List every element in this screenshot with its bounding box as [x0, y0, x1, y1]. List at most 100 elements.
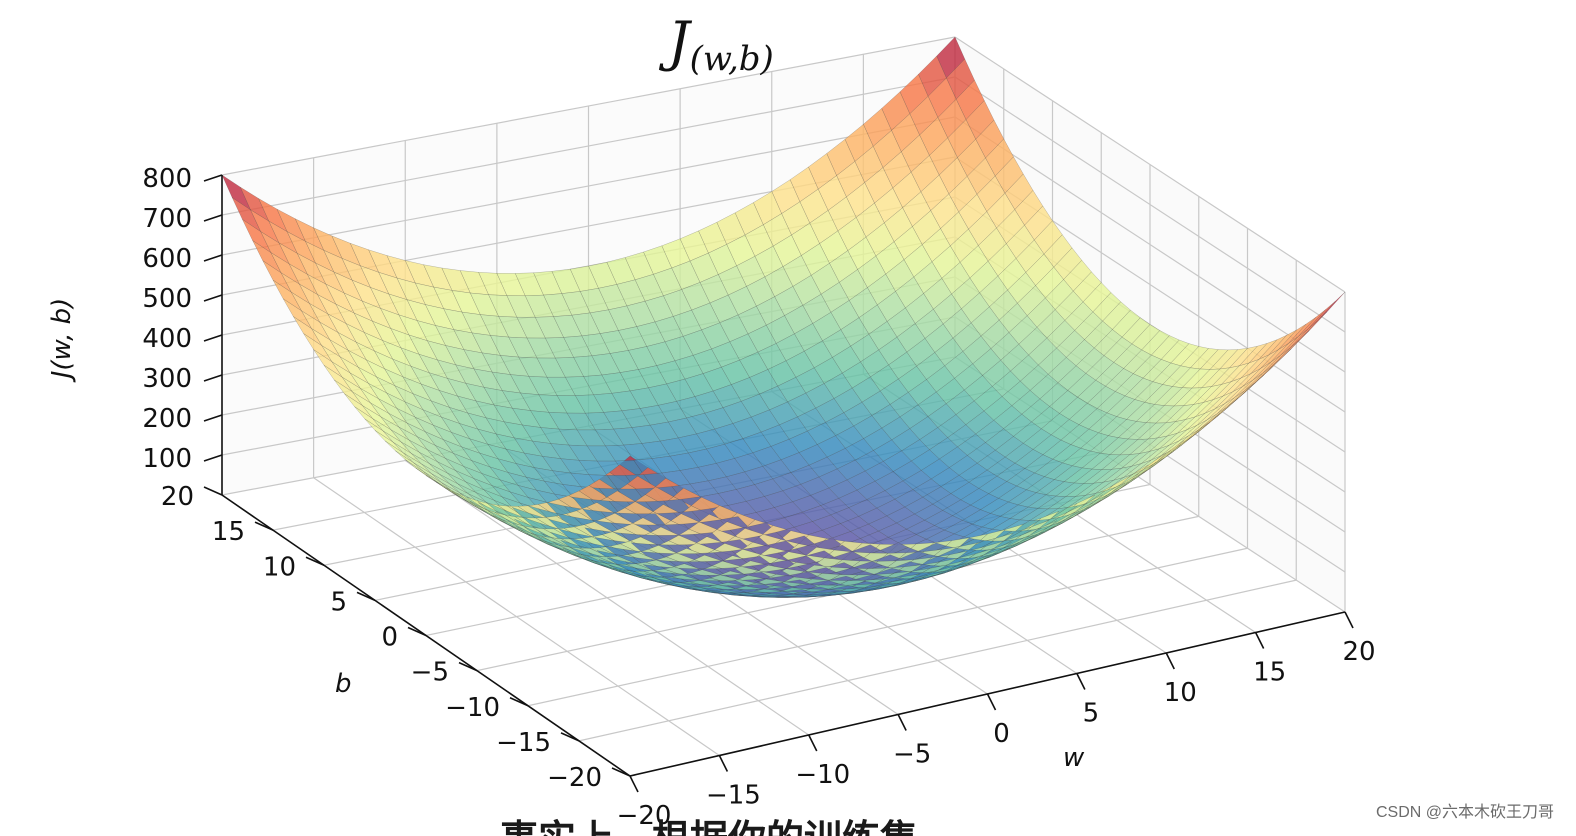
- surface-patch: [1105, 368, 1134, 392]
- surface-patch: [1119, 438, 1149, 456]
- surface-patch: [1024, 205, 1053, 241]
- w-tick-mark: [808, 734, 818, 752]
- w-tick-mark: [718, 755, 729, 772]
- b-tick-mark: [254, 521, 274, 531]
- surface-patch: [1074, 311, 1103, 340]
- b-tick-mark: [458, 661, 478, 672]
- z-tick-mark: [203, 174, 223, 182]
- surface-patch: [809, 210, 839, 244]
- b-tick-label: −15: [496, 728, 551, 758]
- z-tick-label: 100: [142, 444, 192, 474]
- surface-patch: [1103, 336, 1133, 363]
- chart-title-sub: (w,b): [689, 39, 774, 79]
- wall-grid-z: [954, 76, 1346, 333]
- surface-patch: [1109, 438, 1139, 456]
- surface-patch: [1065, 482, 1095, 497]
- b-tick-label: 15: [212, 517, 245, 547]
- wall-grid-z: [954, 116, 1346, 373]
- w-tick-label: 10: [1164, 678, 1197, 708]
- w-tick-label: 20: [1342, 637, 1375, 667]
- w-tick-mark: [1254, 632, 1265, 649]
- w-tick-label: −15: [706, 781, 761, 811]
- surface-patch: [1096, 391, 1126, 414]
- b-tick-mark: [560, 732, 580, 742]
- surface-patch: [915, 525, 945, 540]
- surface-patch: [1075, 347, 1105, 374]
- b-tick-label: −10: [445, 693, 500, 723]
- z-tick-mark: [203, 374, 223, 382]
- surface-patch: [1082, 282, 1112, 313]
- surface-patch: [943, 520, 973, 535]
- w-tick-mark: [1076, 673, 1086, 690]
- w-tick-label: −20: [617, 801, 672, 831]
- z-tick-label: 600: [142, 244, 192, 274]
- surface-patch: [757, 343, 787, 370]
- z-tick-label: 700: [142, 204, 192, 234]
- surface-patch: [1084, 320, 1113, 349]
- z-tick-label: 800: [142, 164, 192, 194]
- z-tick-mark: [203, 254, 223, 262]
- surface-patch: [997, 258, 1027, 291]
- surface-patch: [1078, 408, 1108, 430]
- surface-patch: [579, 288, 609, 314]
- b-tick-mark: [305, 556, 325, 566]
- surface-patch: [1060, 424, 1090, 445]
- surface-patch: [918, 55, 947, 97]
- b-tick-mark: [611, 767, 631, 777]
- surface-patch: [1063, 259, 1092, 292]
- surface-patch: [782, 484, 812, 503]
- surface-mesh: [221, 36, 1346, 598]
- surface-patch: [1083, 469, 1113, 484]
- z-tick-label: 300: [142, 364, 192, 394]
- chart-title-main: J: [668, 10, 690, 73]
- video-subtitle: 事实上，根据你的训练集: [500, 808, 918, 836]
- surface-patch: [790, 464, 820, 485]
- w-tick-mark: [897, 714, 907, 731]
- w-tick-mark: [629, 775, 639, 793]
- w-tick-mark: [1165, 652, 1175, 670]
- surface-patch: [1124, 377, 1154, 400]
- b-tick-mark: [407, 626, 427, 637]
- wall-grid-z: [221, 76, 956, 216]
- tick-labels: −20 −15 −10 −5 0 5 10 15 20 −20 −15 −10 −5 0 5 10 15 20 10…: [142, 164, 1375, 831]
- b-tick-label: 10: [263, 552, 296, 582]
- wall-grid-z: [221, 36, 956, 176]
- surface-patch: [847, 236, 877, 270]
- w-tick-label: 5: [1083, 699, 1100, 729]
- b-tick-mark: [356, 591, 376, 602]
- z-tick-label: 400: [142, 324, 192, 354]
- b-tick-label: 5: [330, 587, 347, 617]
- axis-labels: w b J(w, b): [47, 298, 1085, 773]
- surface-patch: [1095, 362, 1125, 387]
- z-tick-label: 500: [142, 284, 192, 314]
- b-axis-label: b: [335, 669, 352, 699]
- surface-patch: [1047, 357, 1077, 384]
- w-tick-mark: [1344, 611, 1354, 629]
- w-axis-label: w: [1063, 743, 1085, 773]
- surface-patch: [506, 295, 536, 318]
- surface-patch: [1099, 437, 1129, 455]
- w-tick-label: −10: [795, 760, 850, 790]
- wall-grid-z: [221, 116, 956, 256]
- surface-patch: [1117, 421, 1147, 440]
- surface-patch: [1054, 290, 1084, 321]
- w-tick-label: −5: [893, 740, 931, 770]
- w-tick-label: 0: [993, 719, 1010, 749]
- surface-patch: [1126, 402, 1155, 422]
- floor-grid-b: [527, 547, 1248, 707]
- b-tick-mark: [203, 486, 223, 496]
- surface-patch: [1077, 379, 1106, 404]
- w-tick-label: 15: [1253, 658, 1286, 688]
- z-tick-mark: [203, 294, 223, 302]
- b-tick-label: −20: [547, 763, 602, 793]
- floor-grid-b: [578, 579, 1297, 742]
- z-tick-label: 200: [142, 404, 192, 434]
- surface-patch: [1035, 266, 1064, 299]
- w-tick-mark: [986, 693, 997, 711]
- z-tick-mark: [203, 414, 223, 422]
- surface-patch: [1181, 368, 1211, 389]
- surface-patch: [1199, 349, 1229, 370]
- watermark: CSDN @六本木砍王刀哥: [1375, 804, 1554, 821]
- z-tick-mark: [203, 214, 223, 222]
